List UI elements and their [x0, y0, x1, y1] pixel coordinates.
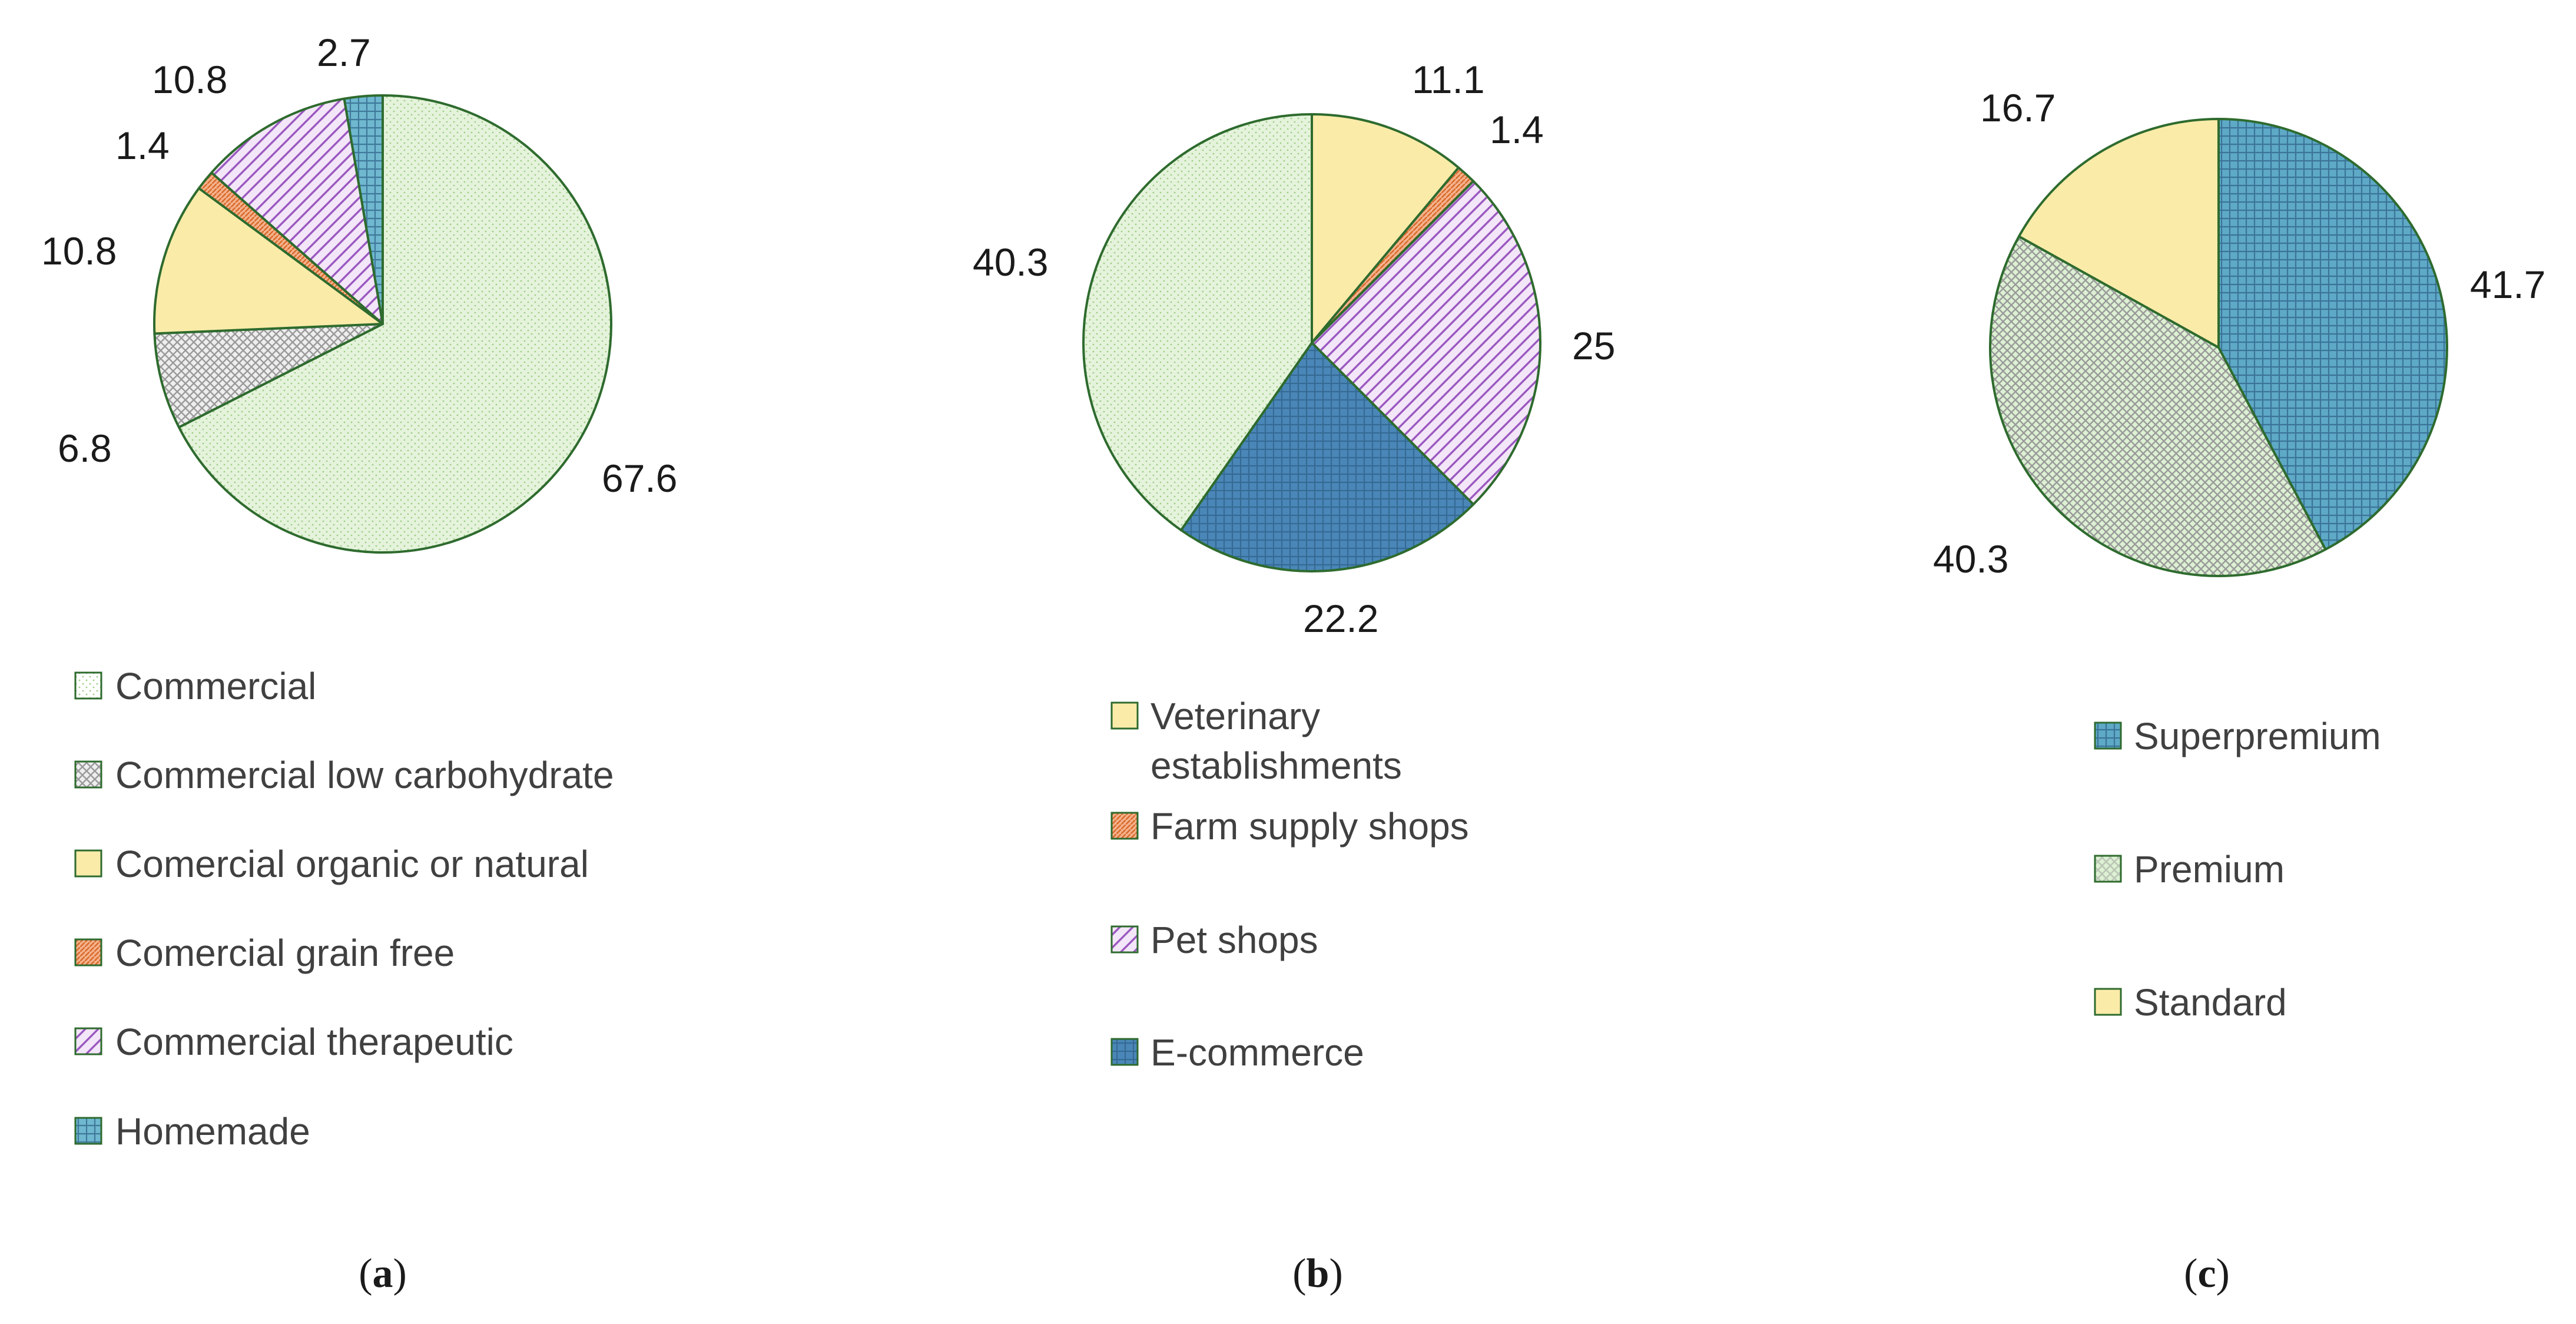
pie-b-value-other: 40.3: [973, 240, 1048, 284]
pie-b-slice-pet-shops-pattern: [1312, 181, 1541, 505]
legend-c-swatch-premium-hatch: [2094, 855, 2122, 883]
legend-b-item-veterinary: Veterinary establishments: [1110, 695, 1402, 787]
legend-b-label-veterinary: Veterinary establishments: [1151, 695, 1402, 787]
legend-a-label-low-carb: Commercial low carbohydrate: [115, 754, 614, 796]
legend-c-swatch-standard: [2094, 988, 2122, 1016]
pie-a-slice-commercial-low-carbohydrate-outline: [153, 323, 384, 429]
pie-a-slice-commercial-outline: [177, 94, 612, 554]
pie-a-slice-homemade-outline: [343, 94, 384, 325]
legend-a-item-organic: Comercial organic or natural: [74, 843, 589, 885]
pie-a-value-grain-free: 1.4: [115, 124, 170, 167]
pie-b-value-pet-shops: 25: [1572, 324, 1615, 368]
pie-a-slice-commercial-low-carbohydrate-pattern: [154, 324, 383, 428]
pie-a-value-low-carb: 6.8: [58, 426, 112, 470]
legend-b-label-ecommerce: E-commerce: [1151, 1031, 1364, 1074]
legend-a-swatch-organic: [74, 849, 102, 878]
legend-c-item-superpremium: Superpremium: [2094, 715, 2381, 757]
legend-a-label-commercial: Commercial: [115, 665, 316, 707]
panel-caption-b-letter: b: [1307, 1251, 1330, 1296]
legend-c-label-standard: Standard: [2134, 981, 2287, 1024]
panel-caption-c: (c): [2184, 1251, 2230, 1296]
legend-a-item-homemade: Homemade: [74, 1110, 310, 1153]
pie-b-value-farm-supply: 1.4: [1490, 108, 1544, 151]
legend-a-swatch-commercial: [74, 671, 102, 700]
legend-a-label-organic: Comercial organic or natural: [115, 843, 589, 885]
legend-b-swatch-ecommerce-grid: [1110, 1038, 1139, 1066]
pie-b-slice-unlabeled-4-pattern: [1083, 114, 1312, 531]
legend-b-swatch-veterinary: [1110, 701, 1139, 730]
pie-a-slice-commercial-therapeutic-outline: [210, 97, 384, 325]
pie-b-slice-pet-shops-outline: [1311, 180, 1542, 506]
legend-a-swatch-low-carb-hatch: [74, 760, 102, 789]
pie-c-value-superpremium: 41.7: [2470, 263, 2545, 306]
pie-b-slices: [1082, 113, 1542, 572]
pie-c-slices: [1989, 118, 2448, 577]
legend-b-item-ecommerce: E-commerce: [1110, 1031, 1364, 1074]
panel-caption-a-letter: a: [373, 1251, 393, 1296]
legend-c: Superpremium Premium Standard: [2094, 715, 2381, 1024]
pie-c-slice-premium-pattern: [1990, 236, 2326, 576]
pie-b-slice-veterinary-establishments-outline: [1311, 113, 1460, 344]
legend-b-label-pet-shops: Pet shops: [1151, 919, 1318, 961]
legend-b-label-veterinary-line1: Veterinary: [1151, 695, 1320, 737]
pie-b-slice-e-commerce-pattern: [1181, 343, 1474, 571]
pie-a-slices: [153, 94, 612, 554]
pie-a-value-therapeutic: 10.8: [152, 58, 227, 101]
pie-b-slice-unlabeled-4-outline: [1082, 113, 1313, 532]
panel-caption-c-letter: c: [2197, 1251, 2216, 1296]
pie-c: 41.7 40.3 16.7 Superpremium Premium Stan…: [1933, 86, 2545, 1296]
legend-a: Commercial Commercial low carbohydrate C…: [74, 665, 614, 1153]
pie-a: 67.6 6.8 10.8 1.4 10.8 2.7 Commercial Co…: [41, 31, 677, 1296]
legend-c-item-standard: Standard: [2094, 981, 2287, 1024]
legend-a-swatch-therapeutic-hatch: [74, 1027, 102, 1055]
legend-a-label-grain-free: Comercial grain free: [115, 932, 455, 974]
legend-c-swatch-superpremium-grid: [2094, 721, 2122, 750]
legend-a-item-commercial: Commercial: [74, 665, 316, 707]
pie-c-slice-premium-outline: [1989, 235, 2327, 577]
pie-b-value-ecommerce: 22.2: [1303, 597, 1378, 640]
legend-a-label-homemade: Homemade: [115, 1110, 310, 1153]
legend-a-label-therapeutic: Commercial therapeutic: [115, 1021, 513, 1063]
pie-a-slice-commercial-pattern: [178, 95, 612, 552]
legend-c-label-superpremium: Superpremium: [2134, 715, 2381, 757]
legend-a-item-low-carb: Commercial low carbohydrate: [74, 754, 614, 796]
pie-a-slice-comercial-grain-free-pattern: [198, 173, 383, 324]
legend-a-item-grain-free: Comercial grain free: [74, 932, 455, 974]
pie-c-value-premium: 40.3: [1933, 537, 2008, 581]
panel-caption-a: (a): [359, 1251, 407, 1296]
pie-b-value-veterinary: 11.1: [1412, 58, 1485, 101]
panel-caption-b: (b): [1292, 1251, 1343, 1296]
pie-b-slice-e-commerce-outline: [1179, 342, 1475, 572]
pie-b: 11.1 1.4 25 22.2 40.3 Veterinary establi…: [973, 58, 1615, 1296]
pie-a-value-commercial: 67.6: [602, 456, 677, 500]
legend-b-item-pet-shops: Pet shops: [1110, 919, 1318, 961]
legend-a-swatch-grain-free-hatch: [74, 938, 102, 966]
legend-b: Veterinary establishments Farm supply sh…: [1110, 695, 1469, 1074]
legend-b-label-veterinary-line2: establishments: [1151, 744, 1402, 787]
pie-a-value-homemade: 2.7: [317, 31, 371, 74]
legend-b-item-farm-supply: Farm supply shops: [1110, 805, 1469, 848]
pie-a-value-organic: 10.8: [41, 229, 117, 273]
legend-b-label-farm-supply: Farm supply shops: [1151, 805, 1469, 848]
legend-b-swatch-pet-shops-hatch: [1110, 925, 1139, 954]
pie-c-slice-standard-outline: [2017, 118, 2220, 349]
pie-b-slice-veterinary-establishments: [1312, 114, 1459, 343]
legend-b-swatch-farm-supply-hatch: [1110, 812, 1139, 840]
legend-c-label-premium: Premium: [2134, 848, 2285, 891]
pie-c-slice-superpremium-outline: [2217, 118, 2448, 551]
legend-a-swatch-homemade-grid: [74, 1117, 102, 1145]
pie-a-slice-commercial-therapeutic-pattern: [211, 98, 383, 324]
pie-c-slice-superpremium-pattern: [2219, 119, 2447, 550]
pie-a-slice-comercial-organic-or-natural: [154, 188, 383, 334]
legend-a-item-therapeutic: Commercial therapeutic: [74, 1021, 513, 1063]
pie-a-slice-comercial-organic-or-natural-outline: [153, 187, 384, 335]
legend-c-item-premium: Premium: [2094, 848, 2285, 891]
pie-c-value-standard: 16.7: [1980, 86, 2056, 130]
pie-b-slice-farm-supply-shops-pattern: [1312, 167, 1474, 343]
